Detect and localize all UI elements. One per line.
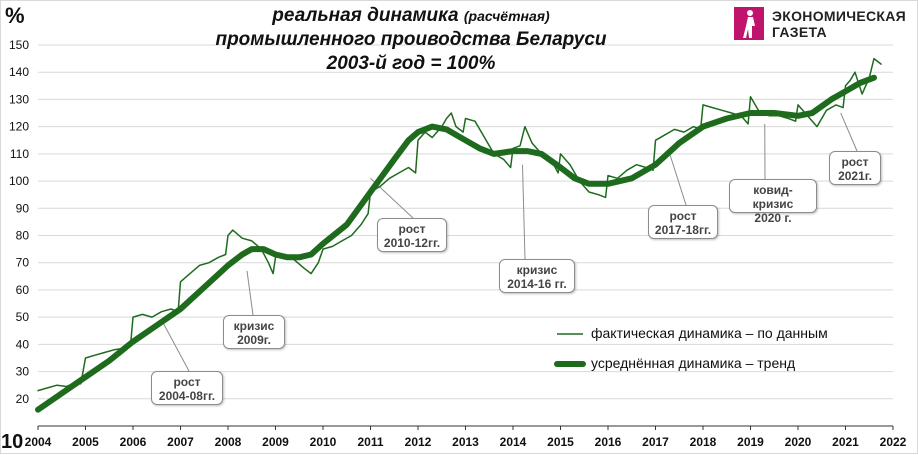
x-tick-label: 2005 — [72, 435, 99, 449]
callout-pointer-growth-2021 — [841, 113, 857, 151]
x-tick-label: 2016 — [595, 435, 622, 449]
x-tick-label: 2011 — [357, 435, 383, 449]
legend-label-actual: фактическая динамика – по данным — [591, 325, 828, 341]
chart-title-main: реальная динамика — [272, 5, 464, 26]
callout-growth-2004-08: рост 2004-08гг. — [151, 371, 223, 405]
logo-text-line-1: ЭКОНОМИЧЕСКАЯ — [772, 8, 906, 24]
x-tick-label: 2004 — [25, 435, 52, 449]
y-axis-first-label: 10 — [1, 431, 23, 454]
y-axis-unit-label: % — [5, 3, 25, 29]
y-tick-label: 30 — [16, 365, 30, 379]
callout-crisis-2009: кризис 2009г. — [223, 315, 285, 349]
callout-growth-2021: рост 2021г. — [829, 151, 881, 185]
y-tick-label: 60 — [16, 283, 30, 297]
logo-text-line-2: ГАЗЕТА — [772, 24, 827, 40]
x-tick-label: 2020 — [785, 435, 812, 449]
y-tick-label: 90 — [16, 201, 30, 215]
y-tick-label: 70 — [16, 256, 30, 270]
callout-growth-2010-12: рост 2010-12гг. — [377, 218, 447, 252]
x-tick-label: 2018 — [690, 435, 717, 449]
x-tick-label: 2006 — [120, 435, 147, 449]
x-tick-label: 2019 — [737, 435, 764, 449]
callout-covid-crisis-2020: ковид-кризис 2020 г. — [729, 179, 817, 213]
x-tick-label: 2010 — [310, 435, 337, 449]
walking-person-icon — [734, 7, 764, 40]
y-tick-label: 110 — [10, 147, 29, 161]
chart-title-line-1: реальная динамика (расчётная) — [151, 5, 671, 27]
x-tick-label: 2021 — [832, 435, 859, 449]
y-tick-label: 130 — [9, 92, 29, 106]
x-tick-label: 2017 — [642, 435, 669, 449]
x-tick-label: 2008 — [215, 435, 242, 449]
chart-title-note: (расчётная) — [464, 8, 550, 24]
legend-label-trend: усреднённая динамика – тренд — [591, 355, 795, 371]
y-tick-label: 20 — [16, 392, 30, 406]
x-tick-label: 2014 — [500, 435, 527, 449]
x-tick-label: 2009 — [262, 435, 289, 449]
callout-pointer-crisis-2014 — [523, 165, 526, 259]
x-tick-label: 2013 — [452, 435, 479, 449]
y-tick-label: 150 — [9, 38, 29, 52]
x-tick-label: 2007 — [167, 435, 194, 449]
newspaper-logo: ЭКОНОМИЧЕСКАЯ ГАЗЕТА — [734, 7, 914, 41]
callout-pointer-growth-2017 — [670, 154, 686, 205]
chart-title-line-3: 2003-й год = 100% — [151, 53, 671, 75]
y-tick-label: 120 — [9, 120, 29, 134]
callout-pointer-growth-2004 — [162, 320, 190, 371]
chart-title-line-2: промышленного проиводства Беларуси — [151, 29, 671, 51]
callout-crisis-2014-16: кризис 2014-16 гг. — [499, 259, 575, 293]
callout-growth-2017-18: рост 2017-18гг. — [648, 205, 718, 239]
y-tick-label: 50 — [16, 310, 30, 324]
y-tick-label: 140 — [9, 65, 29, 79]
x-tick-label: 2022 — [880, 435, 907, 449]
y-tick-label: 40 — [16, 337, 30, 351]
logo-mark-icon — [734, 7, 764, 40]
callout-pointer-crisis-2009 — [247, 271, 253, 315]
x-tick-label: 2015 — [547, 435, 574, 449]
y-tick-label: 100 — [9, 174, 29, 188]
x-tick-label: 2012 — [405, 435, 432, 449]
y-tick-label: 80 — [16, 229, 30, 243]
